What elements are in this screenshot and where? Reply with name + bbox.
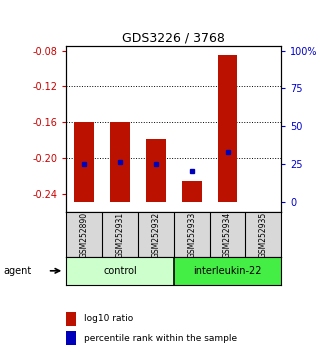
Text: agent: agent <box>3 266 31 276</box>
Text: GSM252932: GSM252932 <box>151 211 160 258</box>
Bar <box>146 139 166 202</box>
Bar <box>66 257 174 285</box>
Bar <box>182 181 202 202</box>
Text: GSM252934: GSM252934 <box>223 211 232 258</box>
Text: interleukin-22: interleukin-22 <box>193 266 262 276</box>
Bar <box>110 122 130 202</box>
Text: GSM252931: GSM252931 <box>116 211 124 258</box>
Title: GDS3226 / 3768: GDS3226 / 3768 <box>122 32 225 45</box>
Text: GSM252933: GSM252933 <box>187 211 196 258</box>
Text: log10 ratio: log10 ratio <box>84 314 134 323</box>
Bar <box>74 122 94 202</box>
Text: GSM252890: GSM252890 <box>80 211 89 258</box>
Text: percentile rank within the sample: percentile rank within the sample <box>84 333 238 343</box>
Bar <box>218 55 237 202</box>
Bar <box>174 257 281 285</box>
Text: GSM252935: GSM252935 <box>259 211 268 258</box>
Text: control: control <box>103 266 137 276</box>
